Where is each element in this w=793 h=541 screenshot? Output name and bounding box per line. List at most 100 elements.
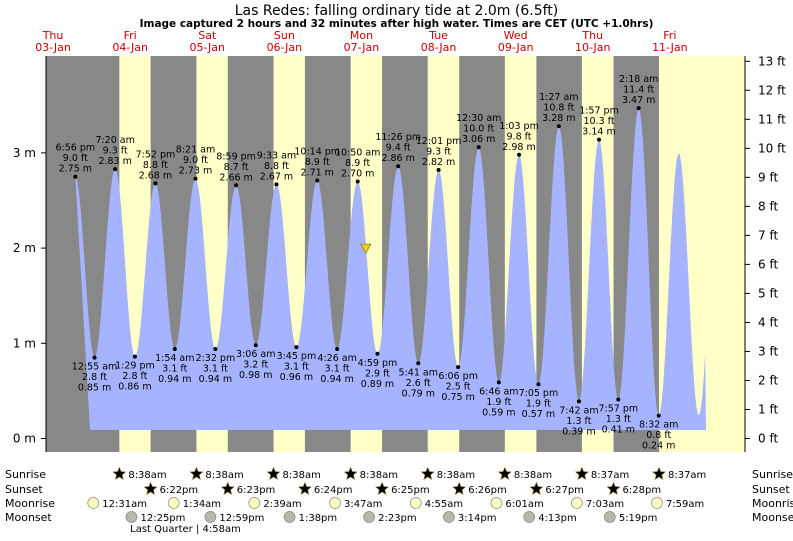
moonrise-icon [651, 497, 663, 509]
sunset-icon [220, 481, 235, 495]
day-name-label: Sat [198, 29, 217, 42]
tide-height-m-label: 0.98 m [239, 370, 272, 381]
day-name-label: Wed [504, 29, 528, 42]
moonrise-icon [248, 497, 261, 509]
tide-height-ft-label: 2.5 ft [446, 382, 471, 393]
high-tide-marker [597, 137, 602, 142]
moonset-row-label-left: Moonset [5, 511, 52, 524]
moonset-icon [125, 511, 138, 523]
y-tick-label-m: 3 m [13, 146, 36, 160]
tide-height-m-label: 0.79 m [402, 388, 435, 399]
current-tide-marker [360, 243, 372, 254]
moonrise-time: 1:34am [183, 499, 221, 510]
day-name-label: Sun [274, 29, 295, 42]
tide-height-m-label: 2.66 m [219, 172, 252, 183]
tide-height-m-label: 2.83 m [98, 156, 131, 167]
y-tick-label-ft: 5 ft [758, 286, 778, 300]
low-tide-marker [132, 354, 137, 359]
tide-height-ft-label: 1.3 ft [606, 414, 631, 425]
tide-height-m-label: 0.85 m [78, 383, 111, 394]
moonset-time: 3:14pm [458, 513, 497, 524]
tide-time-label: 2:18 am [619, 74, 658, 85]
y-tick-label-ft: 8 ft [758, 199, 778, 213]
tide-time-label: 7:20 am [95, 135, 134, 146]
moonset-icon [603, 511, 616, 523]
day-date-label: 03-Jan [35, 41, 71, 54]
y-tick-label-ft: 0 ft [758, 432, 778, 446]
moonrise-time: 12:31am [102, 499, 147, 510]
sunset-row-label-right: Sunset [752, 483, 790, 496]
tide-height-ft-label: 10.8 ft [543, 103, 574, 114]
tide-height-m-label: 3.28 m [542, 113, 575, 124]
tide-time-label: 12:30 am [456, 113, 501, 124]
tide-height-m-label: 2.71 m [301, 168, 334, 179]
y-tick-label-ft: 13 ft [758, 54, 786, 68]
tide-height-m-label: 3.14 m [582, 127, 615, 138]
tide-height-ft-label: 2.9 ft [365, 368, 390, 379]
tide-time-label: 4:59 pm [358, 358, 398, 369]
day-date-label: 10-Jan [575, 41, 611, 54]
moonrise-time: 3:47am [344, 499, 382, 510]
tide-height-m-label: 3.06 m [462, 134, 495, 145]
tide-height-ft-label: 8.7 ft [224, 162, 249, 173]
chart-title: Las Redes: falling ordinary tide at 2.0m… [235, 3, 559, 19]
moonset-icon [523, 511, 536, 523]
tide-time-label: 1:03 pm [499, 121, 539, 132]
moonrise-row-label-right: Moonrise [752, 497, 793, 510]
moonrise-icon [167, 497, 180, 509]
tide-time-label: 7:57 pm [598, 403, 638, 414]
moonrise-icon [87, 497, 100, 509]
sunrise-time: 8:38am [283, 470, 321, 481]
y-tick-label-m: 2 m [13, 241, 36, 255]
y-tick-label-m: 0 m [13, 432, 36, 446]
high-tide-marker [193, 176, 198, 181]
tide-height-m-label: 2.68 m [139, 170, 172, 181]
day-name-label: Fri [663, 29, 676, 42]
high-tide-marker [636, 106, 641, 111]
tide-time-label: 1:27 am [539, 92, 578, 103]
moonset-icon [363, 511, 375, 523]
sunset-icon [606, 481, 621, 495]
high-tide-marker [153, 181, 158, 186]
tide-time-label: 10:50 am [335, 147, 380, 158]
tide-height-m-label: 2.98 m [502, 142, 535, 153]
sunset-time: 6:23pm [237, 485, 276, 496]
tide-time-label: 8:59 pm [216, 151, 256, 162]
tide-height-m-label: 0.94 m [158, 374, 191, 385]
moonrise-time: 7:59am [666, 499, 704, 510]
tide-height-m-label: 2.67 m [260, 171, 293, 182]
tide-height-m-label: 0.94 m [320, 374, 353, 385]
low-tide-marker [416, 361, 421, 366]
high-tide-marker [517, 152, 522, 157]
day-date-label: 05-Jan [189, 41, 225, 54]
low-tide-marker [576, 399, 581, 404]
high-tide-marker [234, 183, 239, 188]
sunrise-icon [112, 466, 127, 480]
tide-height-m-label: 0.24 m [642, 441, 675, 452]
tide-time-label: 1:29 pm [115, 361, 155, 372]
tide-time-label: 12:55 am [72, 362, 117, 373]
tide-height-ft-label: 8.8 ft [264, 161, 289, 172]
y-tick-label-ft: 7 ft [758, 228, 778, 242]
sunrise-row-label-right: Sunrise [752, 468, 793, 481]
tide-height-m-label: 2.70 m [341, 168, 374, 179]
tide-height-ft-label: 10.3 ft [583, 116, 614, 127]
low-tide-marker [456, 365, 461, 370]
sunset-time: 6:26pm [468, 485, 507, 496]
tide-height-m-label: 0.75 m [441, 392, 474, 403]
tide-height-ft-label: 3.2 ft [243, 360, 268, 371]
y-tick-label-ft: 12 ft [758, 83, 786, 97]
moonrise-icon [490, 497, 503, 509]
day-date-label: 08-Jan [421, 41, 457, 54]
low-tide-marker [536, 382, 541, 387]
moonrise-time: 4:55am [425, 499, 463, 510]
tide-height-ft-label: 8.9 ft [305, 157, 330, 168]
sunrise-time: 8:38am [128, 470, 166, 481]
tide-height-ft-label: 1.9 ft [486, 397, 511, 408]
sunrise-time: 8:38am [360, 470, 398, 481]
sunrise-time: 8:37am [668, 470, 706, 481]
tide-height-ft-label: 3.1 ft [284, 362, 309, 373]
day-name-label: Thu [581, 29, 603, 42]
sunrise-time: 8:38am [437, 470, 475, 481]
tide-height-ft-label: 9.8 ft [507, 131, 532, 142]
